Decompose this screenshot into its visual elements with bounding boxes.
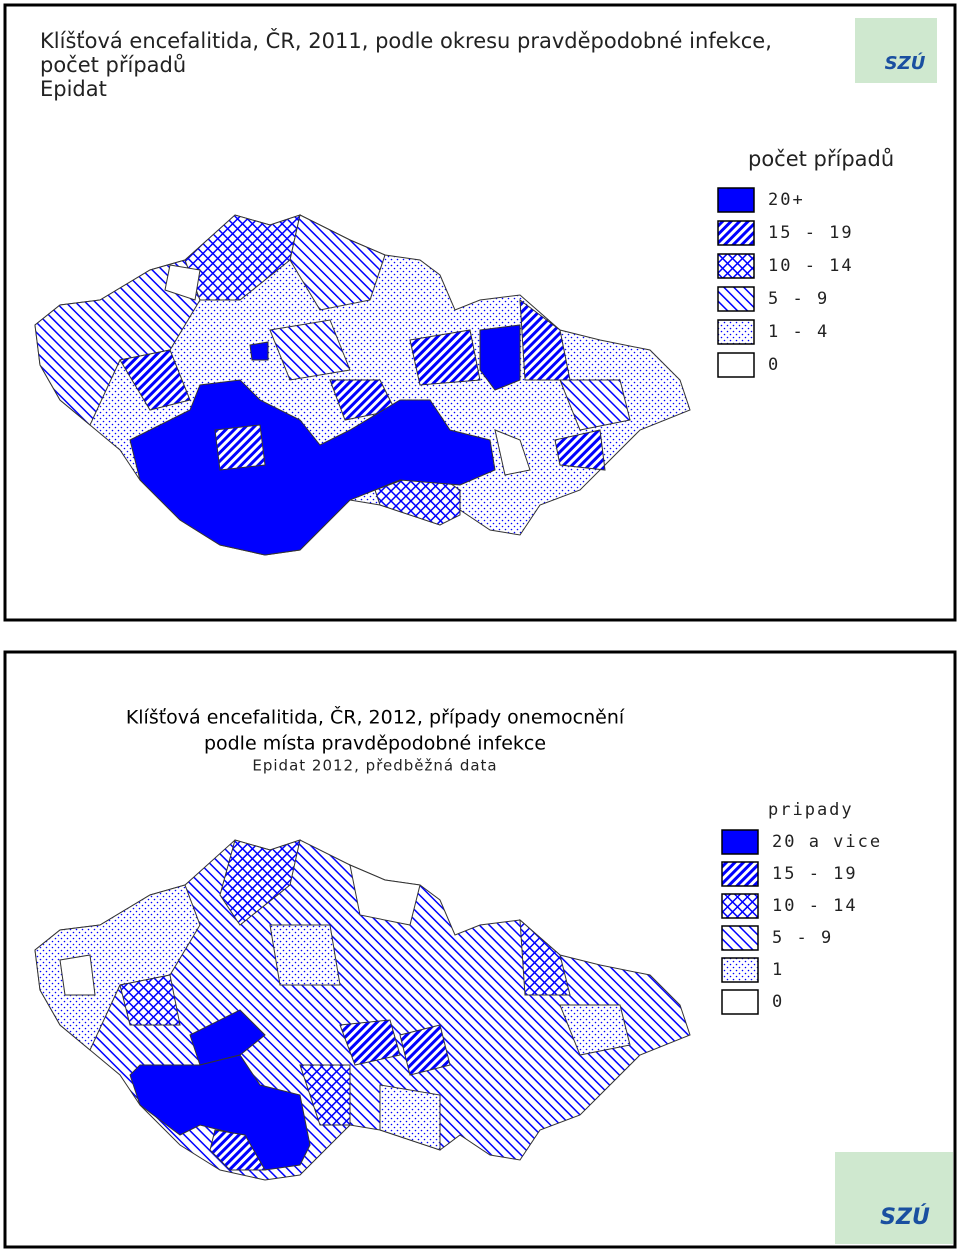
legend-label: 10 - 14 <box>768 256 854 276</box>
legend-swatch <box>721 989 759 1015</box>
legend-title: pripady <box>768 800 854 820</box>
legend-swatch <box>721 861 759 887</box>
title: podle místa pravděpodobné infekce <box>204 733 546 755</box>
logo-box <box>835 1152 953 1244</box>
legend-label: 20+ <box>768 190 805 210</box>
legend-swatch <box>717 187 755 213</box>
title: Epidat <box>40 77 107 101</box>
title: počet případů <box>40 53 186 77</box>
logo: SZÚ <box>835 1152 953 1244</box>
legend-swatch <box>721 925 759 951</box>
legend-swatch <box>717 319 755 345</box>
panel: Klíšťová encefalitida, ČR, 2011, podle o… <box>3 3 957 622</box>
legend-swatch <box>717 352 755 378</box>
legend-swatch <box>717 286 755 312</box>
subtitle: Epidat 2012, předběžná data <box>252 757 497 775</box>
legend-label: 15 - 19 <box>768 223 854 243</box>
legend-label: 15 - 19 <box>772 864 858 884</box>
map <box>34 214 691 556</box>
legend-label: 5 - 9 <box>768 289 829 309</box>
legend: počet případů 20+ 15 - 19 10 - 14 5 - 9 1 - … <box>717 147 894 378</box>
legend-label: 1 <box>772 960 784 980</box>
legend-label: 20 a vice <box>772 832 882 852</box>
legend-swatch <box>721 893 759 919</box>
panel: Klíšťová encefalitida, ČR, 2012, případy… <box>3 650 957 1249</box>
legend-label: 1 - 4 <box>768 322 829 342</box>
logo-box <box>855 18 937 83</box>
legend-label: 0 <box>768 355 780 375</box>
legend-swatch <box>721 957 759 983</box>
legend: pripady 20 a vice 15 - 19 10 - 14 5 - 9 1 0 <box>721 800 882 1015</box>
legend-title: počet případů <box>748 147 894 171</box>
logo-text: SZÚ <box>880 1204 930 1230</box>
logo-text: SZÚ <box>885 52 926 74</box>
logo: SZÚ <box>855 18 937 83</box>
legend-label: 5 - 9 <box>772 928 833 948</box>
title: Klíšťová encefalitida, ČR, 2012, případy… <box>126 705 625 729</box>
legend-label: 10 - 14 <box>772 896 858 916</box>
legend-swatch <box>717 220 755 246</box>
map <box>34 839 691 1181</box>
legend-swatch <box>721 829 759 855</box>
title: Klíšťová encefalitida, ČR, 2011, podle o… <box>40 28 772 53</box>
legend-label: 0 <box>772 992 784 1012</box>
legend-swatch <box>717 253 755 279</box>
